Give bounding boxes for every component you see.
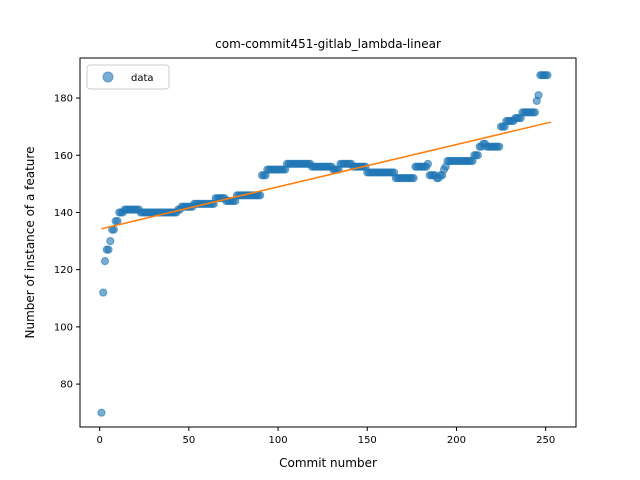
y-axis: 80 100 120 140 160 180 (54, 94, 80, 391)
x-axis: 0 50 100 150 200 250 (96, 427, 555, 446)
data-point (101, 257, 108, 264)
x-tick-label: 200 (447, 435, 466, 446)
legend-marker (103, 72, 113, 82)
fit-line (101, 122, 551, 229)
y-tick-label: 180 (54, 94, 73, 105)
data-point (100, 289, 107, 296)
y-tick-label: 120 (54, 265, 73, 276)
data-point (114, 217, 121, 224)
data-point (410, 175, 417, 182)
chart-title: com-commit451-gitlab_lambda-linear (215, 37, 441, 51)
y-tick-label: 80 (60, 380, 73, 391)
x-tick-label: 50 (182, 435, 195, 446)
data-point (496, 143, 503, 150)
data-point (107, 237, 114, 244)
legend-label: data (131, 73, 154, 84)
x-tick-label: 250 (536, 435, 555, 446)
x-tick-label: 100 (268, 435, 287, 446)
x-tick-label: 150 (358, 435, 377, 446)
y-tick-label: 100 (54, 322, 73, 333)
data-point (105, 246, 112, 253)
legend: data (87, 65, 169, 89)
x-tick-label: 0 (96, 435, 102, 446)
axes-frame (80, 58, 576, 427)
data-point (257, 192, 264, 199)
plot-area (98, 72, 551, 417)
data-point (424, 160, 431, 167)
data-point (474, 152, 481, 159)
x-axis-label: Commit number (279, 456, 377, 470)
y-tick-label: 140 (54, 208, 73, 219)
y-axis-label: Number of instance of a feature (23, 147, 37, 339)
data-point (544, 72, 551, 79)
data-point (98, 409, 105, 416)
data-point (531, 109, 538, 116)
data-point (535, 92, 542, 99)
legend-box (87, 65, 169, 89)
y-tick-label: 160 (54, 151, 73, 162)
